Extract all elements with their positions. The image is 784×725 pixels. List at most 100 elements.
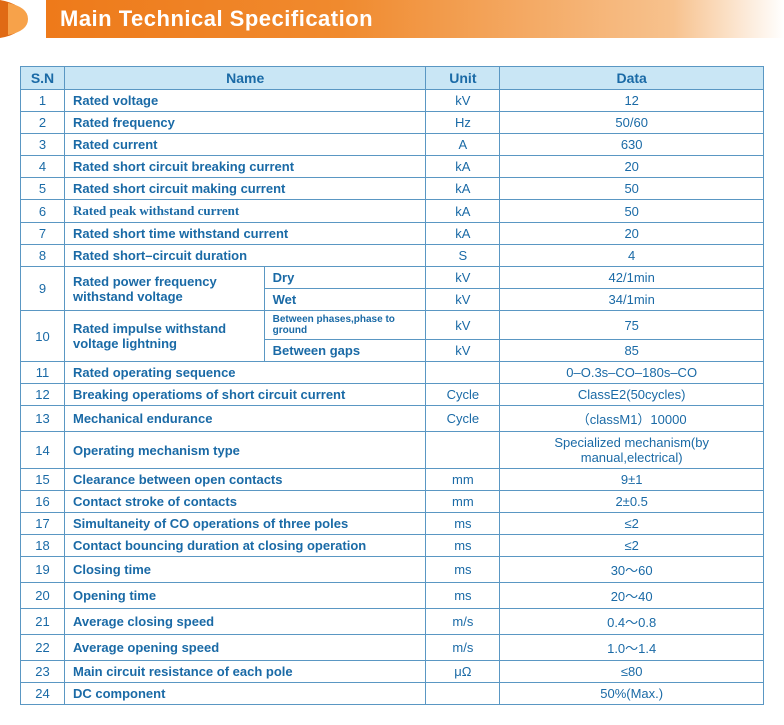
cell-data: 12 xyxy=(500,90,764,112)
cell-unit: ms xyxy=(426,535,500,557)
cell-name: Contact bouncing duration at closing ope… xyxy=(64,535,425,557)
table-row: 10Rated impulse withstand voltage lightn… xyxy=(21,311,764,340)
cell-data: 20 xyxy=(500,223,764,245)
cell-sn: 23 xyxy=(21,661,65,683)
cell-data: 1.0～1.4 xyxy=(500,635,764,661)
cell-name: Rated current xyxy=(64,134,425,156)
cell-name: Opening time xyxy=(64,583,425,609)
cell-data: 0.4～0.8 xyxy=(500,609,764,635)
cell-name: Rated impulse withstand voltage lightnin… xyxy=(64,311,264,362)
cell-unit: kA xyxy=(426,200,500,223)
cell-name: Mechanical endurance xyxy=(64,406,425,432)
cell-data: ≤80 xyxy=(500,661,764,683)
table-row: 20Opening timems20～40 xyxy=(21,583,764,609)
cell-sn: 13 xyxy=(21,406,65,432)
table-row: 14Operating mechanism typeSpecialized me… xyxy=(21,432,764,469)
cell-unit: A xyxy=(426,134,500,156)
cell-unit: Hz xyxy=(426,112,500,134)
cell-unit: μΩ xyxy=(426,661,500,683)
cell-name: Rated frequency xyxy=(64,112,425,134)
cell-data: 630 xyxy=(500,134,764,156)
cell-unit: kV xyxy=(426,340,500,362)
cell-unit xyxy=(426,362,500,384)
cell-data: 50%(Max.) xyxy=(500,683,764,705)
cell-name: Closing time xyxy=(64,557,425,583)
cell-name: Simultaneity of CO operations of three p… xyxy=(64,513,425,535)
cell-unit: kA xyxy=(426,223,500,245)
cell-unit: Cycle xyxy=(426,384,500,406)
cell-name: Rated short time withstand current xyxy=(64,223,425,245)
col-header-name: Name xyxy=(64,67,425,90)
table-header: S.N Name Unit Data xyxy=(21,67,764,90)
cell-sn: 5 xyxy=(21,178,65,200)
cell-data: 50 xyxy=(500,178,764,200)
cell-unit: kV xyxy=(426,267,500,289)
title-banner: Main Technical Specification xyxy=(0,0,784,38)
table-row: 7Rated short time withstand currentkA20 xyxy=(21,223,764,245)
table-body: 1Rated voltagekV122Rated frequencyHz50/6… xyxy=(21,90,764,705)
cell-name: Rated power frequency withstand voltage xyxy=(64,267,264,311)
table-row: 18Contact bouncing duration at closing o… xyxy=(21,535,764,557)
cell-sn: 18 xyxy=(21,535,65,557)
cell-sn: 8 xyxy=(21,245,65,267)
cell-subname: Dry xyxy=(264,267,426,289)
cell-unit: Cycle xyxy=(426,406,500,432)
table-row: 3Rated currentA630 xyxy=(21,134,764,156)
cell-data: 30～60 xyxy=(500,557,764,583)
col-header-data: Data xyxy=(500,67,764,90)
table-row: 12Breaking operatioms of short circuit c… xyxy=(21,384,764,406)
cell-unit: kV xyxy=(426,311,500,340)
table-row: 16Contact stroke of contactsmm2±0.5 xyxy=(21,491,764,513)
cell-name: Contact stroke of contacts xyxy=(64,491,425,513)
cell-unit: kV xyxy=(426,90,500,112)
cell-unit xyxy=(426,683,500,705)
table-row: 1Rated voltagekV12 xyxy=(21,90,764,112)
cell-sn: 16 xyxy=(21,491,65,513)
cell-name: Rated peak withstand current xyxy=(64,200,425,223)
table-row: 21Average closing speedm/s0.4～0.8 xyxy=(21,609,764,635)
table-row: 5Rated short circuit making currentkA50 xyxy=(21,178,764,200)
cell-data: 20 xyxy=(500,156,764,178)
cell-data: 85 xyxy=(500,340,764,362)
cell-name: DC component xyxy=(64,683,425,705)
cell-name: Operating mechanism type xyxy=(64,432,425,469)
cell-data: 75 xyxy=(500,311,764,340)
cell-name: Rated voltage xyxy=(64,90,425,112)
cell-sn: 22 xyxy=(21,635,65,661)
cell-sn: 2 xyxy=(21,112,65,134)
cell-unit xyxy=(426,432,500,469)
cell-unit: mm xyxy=(426,469,500,491)
cell-data: 20～40 xyxy=(500,583,764,609)
table-row: 15Clearance between open contactsmm9±1 xyxy=(21,469,764,491)
cell-sn: 19 xyxy=(21,557,65,583)
cell-data: 50 xyxy=(500,200,764,223)
cell-unit: kV xyxy=(426,289,500,311)
banner-title: Main Technical Specification xyxy=(60,6,373,32)
page-root: Main Technical Specification S.N Name Un… xyxy=(0,0,784,725)
cell-data: 50/60 xyxy=(500,112,764,134)
cell-subname: Between phases,phase to ground xyxy=(264,311,426,340)
cell-unit: kA xyxy=(426,156,500,178)
cell-data: ≤2 xyxy=(500,513,764,535)
cell-subname: Between gaps xyxy=(264,340,426,362)
cell-sn: 11 xyxy=(21,362,65,384)
cell-name: Average opening speed xyxy=(64,635,425,661)
cell-sn: 10 xyxy=(21,311,65,362)
cell-name: Breaking operatioms of short circuit cur… xyxy=(64,384,425,406)
cell-sn: 3 xyxy=(21,134,65,156)
cell-data: 2±0.5 xyxy=(500,491,764,513)
table-row: 8Rated short–circuit durationS4 xyxy=(21,245,764,267)
cell-data: 9±1 xyxy=(500,469,764,491)
cell-unit: S xyxy=(426,245,500,267)
cell-sn: 20 xyxy=(21,583,65,609)
cell-data: 0–O.3s–CO–180s–CO xyxy=(500,362,764,384)
cell-unit: ms xyxy=(426,557,500,583)
cell-data: 42/1min xyxy=(500,267,764,289)
cell-sn: 9 xyxy=(21,267,65,311)
col-header-sn: S.N xyxy=(21,67,65,90)
cell-sn: 21 xyxy=(21,609,65,635)
table-row: 24DC component50%(Max.) xyxy=(21,683,764,705)
table-row: 4Rated short circuit breaking currentkA2… xyxy=(21,156,764,178)
cell-unit: ms xyxy=(426,513,500,535)
cell-sn: 14 xyxy=(21,432,65,469)
